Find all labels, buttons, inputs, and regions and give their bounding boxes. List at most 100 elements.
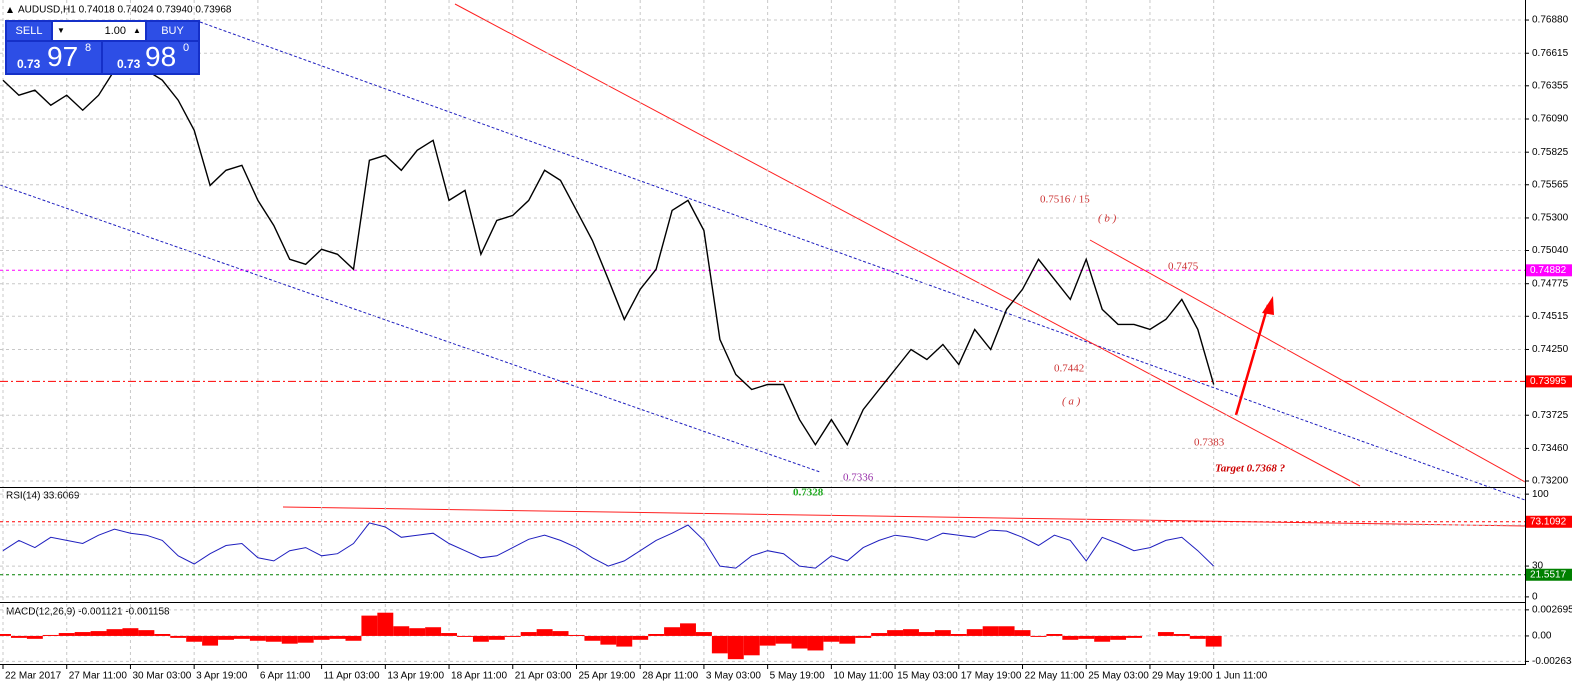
y-tick-label: 0.00 (1532, 631, 1552, 642)
histogram-bar (791, 635, 808, 649)
bid-box[interactable] (7, 42, 101, 73)
y-tick-label: 0.74515 (1532, 311, 1569, 322)
annotation: 0.7442 (1054, 363, 1084, 375)
annotation: Target 0.7368 ? (1215, 463, 1286, 475)
histogram-bar (1062, 635, 1079, 640)
y-tick-label: 0.74250 (1532, 344, 1569, 355)
histogram-bar (807, 635, 824, 651)
level-label: 0.74882 (1530, 265, 1567, 276)
trade-panel: SELL ▼ 1.00 ▲ BUY 0.73 97 8 0.73 98 0 (5, 20, 200, 75)
x-tick-label: 6 Apr 11:00 (260, 671, 311, 682)
x-tick-label: 11 Apr 03:00 (324, 671, 380, 682)
y-tick-label: 0 (1532, 592, 1538, 603)
histogram-bar (982, 626, 999, 636)
x-tick-label: 22 Mar 2017 (5, 671, 62, 682)
x-tick-label: 3 May 03:00 (706, 671, 761, 682)
histogram-bar (966, 629, 983, 636)
level-label-box (1526, 264, 1572, 277)
x-tick-label: 29 May 19:00 (1152, 671, 1213, 682)
increase-button[interactable]: ▲ (129, 22, 145, 40)
arrow (1234, 304, 1270, 416)
histogram-bar (345, 635, 362, 641)
histogram-bar (170, 635, 187, 638)
histogram-bar (775, 635, 792, 644)
histogram-bar (616, 635, 633, 647)
volume-input[interactable]: 1.00 (69, 22, 129, 40)
level-label: 73.1092 (1530, 516, 1567, 527)
trend-lines (0, 3, 1526, 527)
histogram-bar (950, 634, 967, 636)
histogram-bar (743, 635, 760, 656)
price-line (2, 522, 1215, 569)
histogram-bar (90, 631, 107, 636)
histogram-bar (297, 635, 314, 643)
icon (7, 7, 13, 13)
bid-prefix: 0.73 (17, 57, 41, 71)
histogram-bar (600, 635, 617, 645)
y-tick-label: 0.75040 (1532, 245, 1569, 256)
histogram-bar (393, 626, 410, 636)
chart-title: AUDUSD,H1 0.74018 0.74024 0.73940 0.7396… (18, 5, 232, 16)
histogram-bar (425, 627, 442, 636)
histogram-bar (1014, 630, 1031, 636)
y-tick-label: 0.73725 (1532, 410, 1569, 421)
bid-small: 8 (85, 42, 92, 54)
histogram-bar (106, 629, 123, 636)
y-tick-label: 100 (1532, 489, 1549, 500)
y-tick-label: 30 (1532, 561, 1544, 572)
histogram-bar (281, 635, 298, 644)
x-tick-label: 25 May 03:00 (1088, 671, 1149, 682)
histogram-bar (10, 635, 27, 638)
price-line (2, 59, 1215, 447)
x-tick-label: 27 Mar 11:00 (69, 671, 128, 682)
decrease-button[interactable]: ▼ (53, 22, 69, 40)
x-tick-label: 13 Apr 19:00 (387, 671, 444, 682)
histogram-bar (711, 635, 728, 654)
histogram-bar (759, 635, 776, 646)
x-tick-label: 22 May 11:00 (1025, 671, 1085, 682)
annotation: 0.7336 (843, 472, 874, 484)
arrow-head (1262, 296, 1274, 315)
level-label-box (1526, 568, 1572, 581)
x-tick-label: 18 Apr 11:00 (451, 671, 507, 682)
histogram-bar (329, 635, 346, 639)
histogram-bar (1110, 635, 1127, 640)
histogram-bar (249, 635, 266, 641)
ask-big: 98 (145, 41, 177, 72)
x-tick-label: 1 Jun 11:00 (1216, 671, 1268, 682)
histogram-bar (441, 633, 458, 636)
histogram-bar (122, 628, 139, 636)
x-tick-label: 17 May 19:00 (961, 671, 1022, 682)
histogram-bar (472, 635, 489, 642)
x-tick-label: 28 Apr 11:00 (642, 671, 698, 682)
buy-button[interactable]: BUY (147, 22, 198, 40)
histogram-bar (648, 634, 665, 636)
histogram-bar (1078, 635, 1095, 639)
histogram-bar (680, 623, 696, 636)
rsi-trend-line (282, 506, 1526, 527)
x-tick-label: 21 Apr 03:00 (515, 671, 572, 682)
histogram-bar (154, 634, 171, 636)
y-tick-label: 0.002695 (1532, 604, 1572, 615)
histogram-bar (855, 635, 872, 638)
histogram-bar (584, 635, 601, 641)
histogram-bar (457, 635, 473, 637)
histogram-bar (664, 627, 681, 636)
histogram-bar (998, 626, 1015, 636)
histogram-bar (218, 635, 234, 640)
x-tick-label: 3 Apr 19:00 (196, 671, 248, 682)
ask-box[interactable] (103, 42, 198, 73)
y-tick-label: 0.76355 (1532, 80, 1569, 91)
y-tick-label: 0.75300 (1532, 213, 1569, 224)
histogram-bar (1094, 635, 1111, 642)
sell-button[interactable]: SELL (7, 22, 51, 40)
histogram-bar (536, 629, 553, 636)
histogram-bar (138, 630, 155, 636)
histogram-bar (58, 633, 75, 636)
y-tick-label: 0.76090 (1532, 114, 1569, 125)
bid-big: 97 (47, 41, 79, 72)
x-tick-label: 10 May 11:00 (833, 671, 893, 682)
histogram-bar (409, 628, 426, 636)
